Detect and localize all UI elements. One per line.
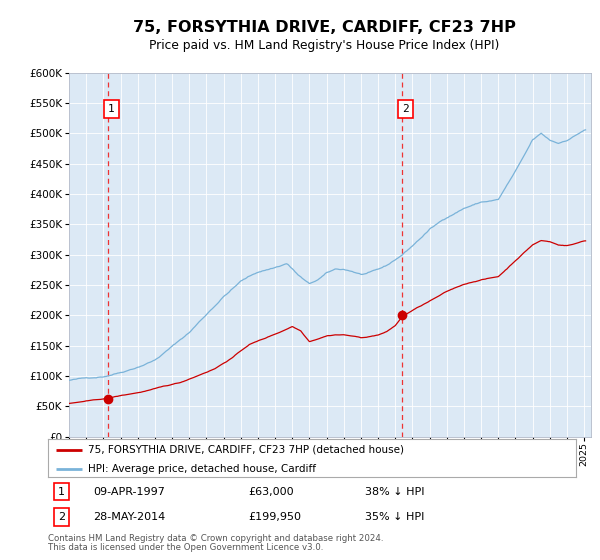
Text: 75, FORSYTHIA DRIVE, CARDIFF, CF23 7HP: 75, FORSYTHIA DRIVE, CARDIFF, CF23 7HP (133, 20, 515, 35)
Text: 1: 1 (58, 487, 65, 497)
Text: HPI: Average price, detached house, Cardiff: HPI: Average price, detached house, Card… (88, 464, 316, 474)
Text: 09-APR-1997: 09-APR-1997 (93, 487, 165, 497)
Text: 35% ↓ HPI: 35% ↓ HPI (365, 512, 424, 522)
Text: Contains HM Land Registry data © Crown copyright and database right 2024.: Contains HM Land Registry data © Crown c… (48, 534, 383, 543)
Text: 28-MAY-2014: 28-MAY-2014 (93, 512, 165, 522)
Text: 2: 2 (58, 512, 65, 522)
Text: 1: 1 (108, 104, 115, 114)
Text: Price paid vs. HM Land Registry's House Price Index (HPI): Price paid vs. HM Land Registry's House … (149, 39, 499, 52)
Text: 38% ↓ HPI: 38% ↓ HPI (365, 487, 424, 497)
Text: 2: 2 (403, 104, 409, 114)
Text: 75, FORSYTHIA DRIVE, CARDIFF, CF23 7HP (detached house): 75, FORSYTHIA DRIVE, CARDIFF, CF23 7HP (… (88, 445, 404, 455)
Text: £199,950: £199,950 (248, 512, 302, 522)
Text: This data is licensed under the Open Government Licence v3.0.: This data is licensed under the Open Gov… (48, 543, 323, 552)
Text: £63,000: £63,000 (248, 487, 294, 497)
